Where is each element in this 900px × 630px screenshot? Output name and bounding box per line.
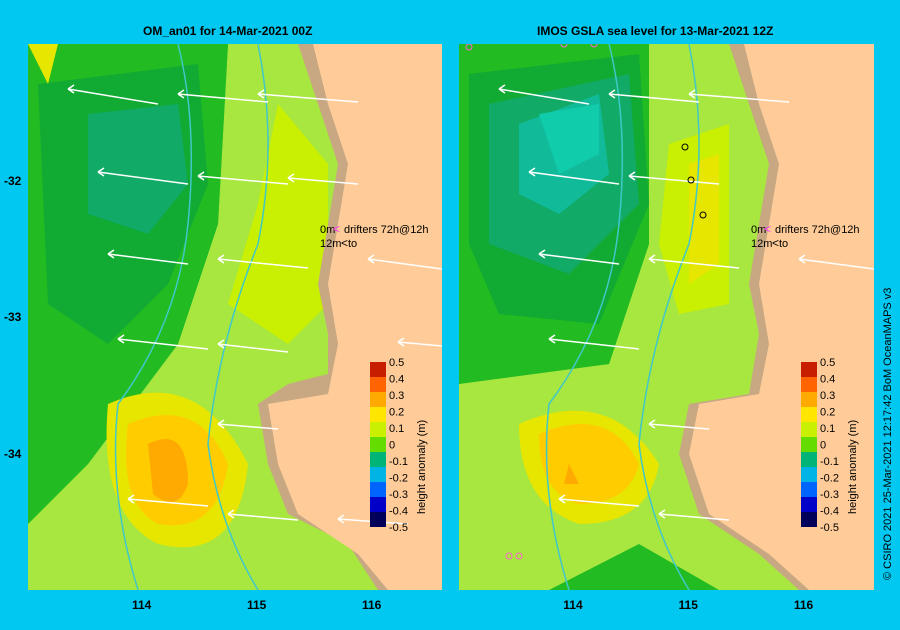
y-tick-label: -34	[4, 446, 22, 461]
to-label: to	[348, 238, 357, 250]
chart-2-title: IMOS GSLA sea level for 13-Mar-2021 12Z	[537, 24, 774, 38]
x-tick-label: 115	[678, 598, 698, 612]
svg-text:<: <	[764, 222, 771, 236]
colorbar-tick-label: 0.5	[389, 357, 404, 369]
colorbar-tick-label: 0.4	[820, 374, 835, 386]
colorbar-tick-label: 0	[820, 440, 826, 452]
x-tick-label: 116	[793, 598, 814, 612]
svg-text:<: <	[772, 236, 779, 250]
chart-1-colorbar-label: height anomaly (m)	[416, 420, 428, 514]
colorbar-tick-label: -0.1	[389, 456, 408, 468]
colorbar-tick-label: 0.3	[820, 390, 835, 402]
chart-1-colorbar: 0.5 0.4 0.3 0.2 0.1 0 -0.1 -0.2 -0.3 -0.4 -0.5 hei…	[370, 357, 428, 534]
colorbar-tick-label: 0.4	[389, 374, 404, 386]
svg-text:<: <	[341, 236, 348, 250]
colorbar-tick-label: -0.1	[820, 456, 839, 468]
chart-2-colorbar-ticks: 0.5 0.4 0.3 0.2 0.1 0 -0.1 -0.2 -0.3 -0.4 -0.5	[820, 357, 839, 534]
colorbar-tick-label: -0.5	[389, 522, 408, 534]
drifter-12m-label: 12m	[751, 238, 772, 250]
chart-1-colorbar-ticks: 0.5 0.4 0.3 0.2 0.1 0 -0.1 -0.2 -0.3 -0.4 -0.5	[389, 357, 408, 534]
chart-2-colorbar: 0.5 0.4 0.3 0.2 0.1 0 -0.1 -0.2 -0.3 -0.4 -0.5 hei…	[801, 357, 859, 534]
colorbar-tick-label: -0.5	[820, 522, 839, 534]
credit-text: © CSIRO 2021 25-Mar-2021 12:17:42 BoM Oc…	[882, 287, 894, 580]
colorbar-tick-label: -0.4	[389, 506, 408, 518]
to-label: to	[779, 238, 788, 250]
colorbar-tick-label: 0.1	[820, 423, 835, 435]
chart-2-map: 0m < drifters 72h@12h 12m < to 0.5 0.4 0.3…	[459, 44, 874, 590]
colorbar-tick-label: 0	[389, 440, 395, 452]
x-tick-label: 114	[132, 598, 152, 612]
x-tick-label: 115	[247, 598, 267, 612]
drifter-0m-label: 0m	[751, 224, 766, 236]
drifter-label: drifters 72h@12h	[344, 224, 429, 236]
drifter-0m-label: 0m	[320, 224, 335, 236]
x-tick-label: 116	[362, 598, 382, 612]
chart-2-colorbar-label: height anomaly (m)	[847, 420, 859, 514]
y-tick-label: -33	[4, 310, 22, 324]
y-tick-label: -32	[4, 173, 22, 188]
colorbar-tick-label: -0.4	[820, 506, 839, 518]
drifter-12m-label: 12m	[320, 238, 341, 250]
x-tick-label: 114	[563, 598, 583, 612]
colorbar-tick-label: -0.2	[389, 473, 408, 485]
chart-1-title: OM_an01 for 14-Mar-2021 00Z	[143, 24, 313, 38]
drifter-label: drifters 72h@12h	[775, 224, 860, 236]
colorbar-tick-label: 0.3	[389, 390, 404, 402]
colorbar-tick-label: 0.5	[820, 357, 835, 369]
colorbar-tick-label: 0.2	[820, 407, 835, 419]
chart-1-map: 0m < drifters 72h@12h 12m < to 0.5 0.4 0.3…	[28, 44, 442, 590]
colorbar-tick-label: 0.2	[389, 407, 404, 419]
colorbar-tick-label: -0.3	[820, 489, 839, 501]
colorbar-tick-label: -0.3	[389, 489, 408, 501]
svg-text:<: <	[333, 222, 340, 236]
colorbar-tick-label: 0.1	[389, 423, 404, 435]
colorbar-tick-label: -0.2	[820, 473, 839, 485]
